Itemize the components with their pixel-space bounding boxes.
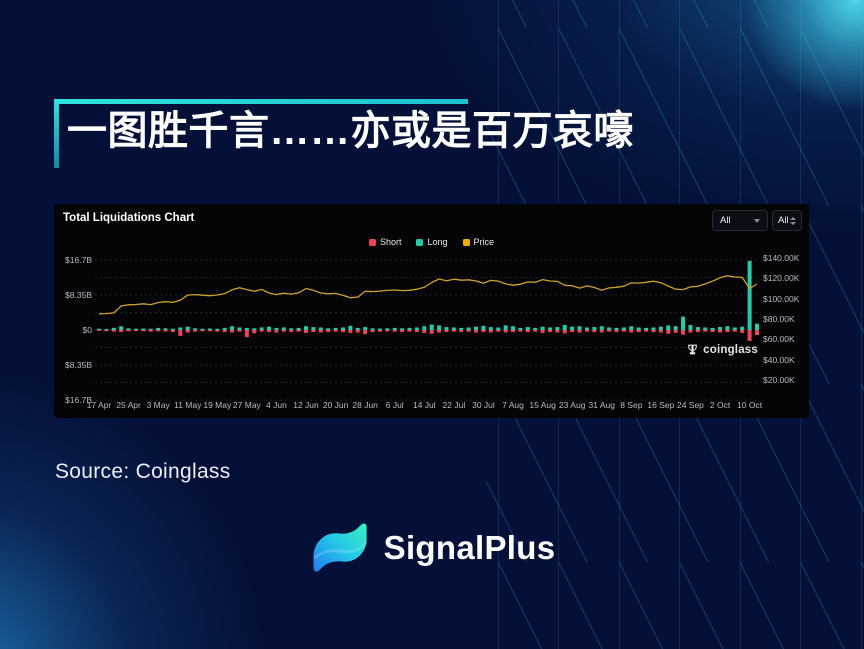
svg-text:12 Jun: 12 Jun <box>293 400 319 410</box>
svg-text:31 Aug: 31 Aug <box>588 400 615 410</box>
svg-text:30 Jul: 30 Jul <box>472 400 495 410</box>
svg-text:27 May: 27 May <box>233 400 262 410</box>
svg-text:$40.00K: $40.00K <box>763 355 795 365</box>
page-title: 一图胜千言……亦或是百万哀嚎 <box>67 109 634 153</box>
liquidations-chart-canvas: $16.7B $8.35B $0 $8.35B $16.7B $140.00K $120.0… <box>65 253 800 410</box>
watermark-label: coinglass <box>703 343 758 356</box>
legend-item[interactable]: Long <box>416 237 448 247</box>
svg-text:16 Sep: 16 Sep <box>647 400 674 410</box>
brand-name: SignalPlus <box>383 529 556 566</box>
svg-text:$120.00K: $120.00K <box>763 273 800 283</box>
svg-text:15 Aug: 15 Aug <box>529 400 556 410</box>
legend-swatch <box>462 238 470 246</box>
range-dropdown[interactable]: All <box>712 210 768 231</box>
svg-text:23 Aug: 23 Aug <box>559 400 586 410</box>
svg-text:17 Apr: 17 Apr <box>87 400 112 410</box>
svg-text:28 Jun: 28 Jun <box>352 400 378 410</box>
svg-text:4 Jun: 4 Jun <box>266 400 287 410</box>
svg-text:19 May: 19 May <box>203 400 232 410</box>
svg-text:25 Apr: 25 Apr <box>116 400 141 410</box>
chevron-down-icon <box>754 218 760 223</box>
legend-swatch <box>368 238 376 246</box>
title-accent-left-bar <box>54 99 59 168</box>
coinglass-watermark: coinglass <box>686 343 758 356</box>
legend-label: Short <box>379 237 402 247</box>
svg-text:10 Oct: 10 Oct <box>737 400 763 410</box>
legend-label: Price <box>473 237 495 247</box>
range-dropdown-value: All <box>720 215 731 226</box>
legend-swatch <box>416 238 424 246</box>
legend-item[interactable]: Short <box>368 237 402 247</box>
brand-lockup: SignalPlus <box>309 521 556 575</box>
chart-title: Total Liquidations Chart <box>63 212 195 224</box>
svg-text:$100.00K: $100.00K <box>763 294 800 304</box>
svg-text:$8.35B: $8.35B <box>65 290 92 300</box>
svg-text:20 Jun: 20 Jun <box>323 400 349 410</box>
svg-text:$8.35B: $8.35B <box>65 360 92 370</box>
svg-text:$60.00K: $60.00K <box>763 334 795 344</box>
svg-text:11 May: 11 May <box>174 400 202 410</box>
svg-text:24 Sep: 24 Sep <box>677 400 704 410</box>
svg-text:$140.00K: $140.00K <box>763 253 800 263</box>
svg-text:$16.7B: $16.7B <box>65 255 92 265</box>
slide-title-block: 一图胜千言……亦或是百万哀嚎 <box>54 99 634 168</box>
svg-text:7 Aug: 7 Aug <box>502 400 524 410</box>
svg-text:$80.00K: $80.00K <box>763 314 795 324</box>
coinglass-trophy-icon <box>688 344 697 355</box>
svg-text:2 Oct: 2 Oct <box>710 400 731 410</box>
legend-item[interactable]: Price <box>462 237 495 247</box>
svg-text:$20.00K: $20.00K <box>763 375 795 385</box>
spinner-arrows-icon <box>790 216 796 225</box>
source-attribution: Source: Coinglass <box>55 460 231 483</box>
svg-text:22 Jul: 22 Jul <box>443 400 466 410</box>
svg-text:8 Sep: 8 Sep <box>620 400 642 410</box>
svg-text:$0: $0 <box>83 325 93 335</box>
interval-dropdown[interactable]: All <box>772 210 802 231</box>
signalplus-logo-icon <box>313 523 367 572</box>
svg-text:$16.7B: $16.7B <box>65 395 92 405</box>
svg-text:14 Jul: 14 Jul <box>413 400 436 410</box>
title-accent-top-bar <box>54 99 468 104</box>
svg-text:3 May: 3 May <box>147 400 171 410</box>
interval-dropdown-value: All <box>778 215 789 226</box>
chart-legend: Short Long Price <box>54 237 809 247</box>
svg-text:6 Jul: 6 Jul <box>386 400 404 410</box>
liquidations-chart-panel: $16.7B $8.35B $0 $8.35B $16.7B $140.00K $120.0… <box>54 204 809 418</box>
legend-label: Long <box>427 237 448 247</box>
